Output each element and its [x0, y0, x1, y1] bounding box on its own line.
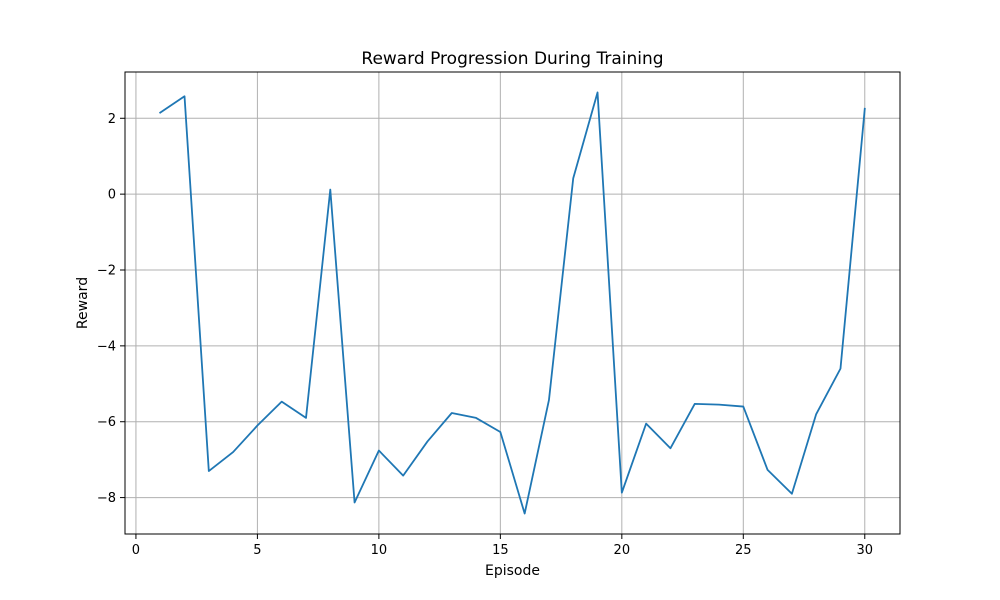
y-axis-label: Reward: [75, 277, 91, 329]
chart-title: Reward Progression During Training: [361, 49, 663, 69]
plot-frame: [124, 71, 901, 535]
x-tick-label: 25: [735, 543, 752, 558]
reward-series-line: [158, 91, 866, 515]
y-tick-label: −2: [97, 264, 116, 279]
grid: [125, 72, 900, 534]
x-tick-label: 15: [492, 543, 509, 558]
y-tick-label: −8: [97, 491, 116, 506]
y-tick-label: −6: [97, 415, 116, 430]
y-tick-label: −4: [97, 339, 116, 354]
ticks: 0 5 10 15 20 25 30 −8 −6 −4 −2 0 2: [97, 112, 873, 558]
x-axis-label: Episode: [485, 563, 540, 579]
x-tick-label: 30: [856, 543, 873, 558]
x-tick-label: 5: [253, 543, 261, 558]
x-tick-label: 10: [371, 543, 388, 558]
y-tick-label: 0: [108, 188, 116, 203]
x-tick-label: 20: [614, 543, 631, 558]
series-layer: [158, 91, 866, 515]
x-tick-label: 0: [132, 543, 140, 558]
y-tick-label: 2: [108, 112, 116, 127]
